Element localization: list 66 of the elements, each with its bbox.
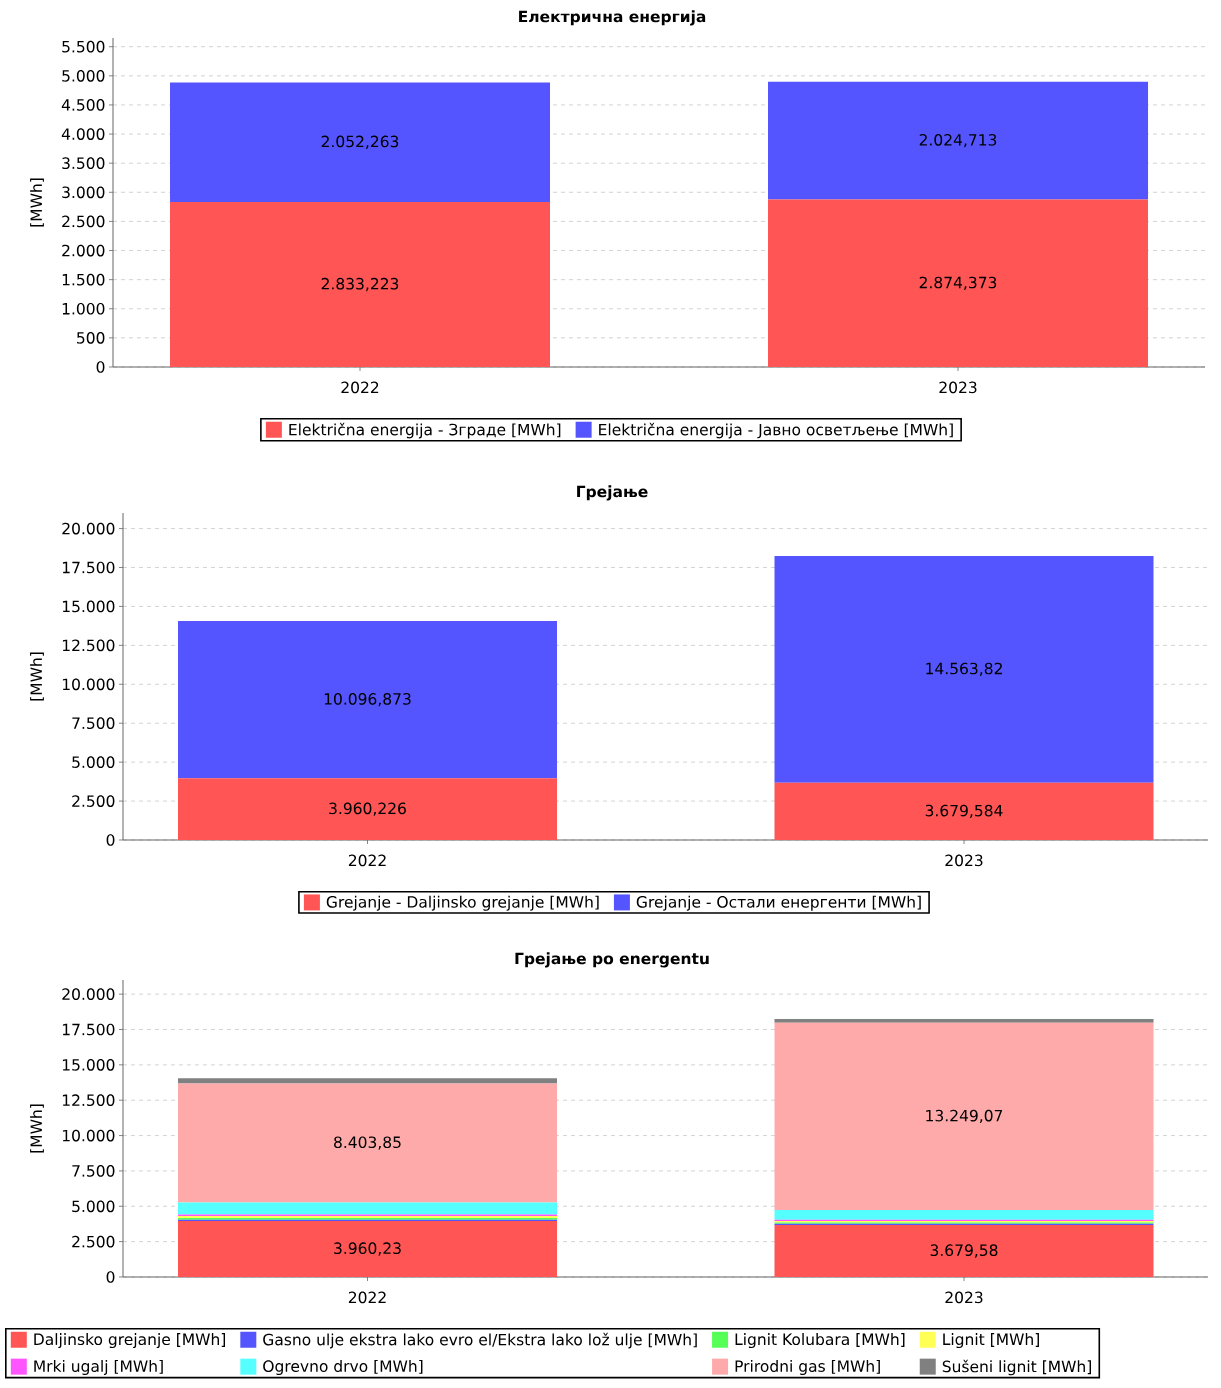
x-tick-label: 2022 [348, 854, 386, 867]
data-label: 13.249,07 [926, 1109, 1003, 1124]
legend-label: Grejanje - Остали енергенти [MWh] [636, 895, 921, 911]
y-tick-label: 15.000 [62, 600, 115, 613]
legend-label: Električna energija - Јавно осветљење [MWh] [599, 422, 953, 439]
data-label: 2.833,223 [321, 277, 399, 292]
y-tick-label: 2.500 [72, 1235, 115, 1248]
y-tick-label: 2.500 [72, 795, 115, 807]
x-tick-label: 2022 [341, 381, 379, 394]
y-tick-label: 10.000 [62, 1129, 115, 1142]
legend-label: Gasno ulje ekstra lako evro el/Ekstra lako lož ulje [MWh] [263, 1332, 697, 1349]
y-axis-title: [MWh] [30, 1104, 44, 1153]
y-tick-label: 1.000 [62, 302, 105, 315]
y-tick-label: 17.500 [62, 561, 115, 574]
legend-label: Sušeni lignit [MWh] [942, 1359, 1091, 1376]
data-label: 3.960,23 [334, 1242, 401, 1256]
legend-label: Lignit Kolubara [MWh] [735, 1333, 905, 1349]
y-tick-label: 12.500 [62, 1094, 115, 1107]
data-label: 14.563,82 [926, 662, 1002, 676]
y-tick-label: 2.000 [62, 244, 105, 257]
y-tick-label: 3.000 [62, 186, 105, 199]
data-label: 8.403,85 [334, 1136, 401, 1150]
legend-label: Električna energija - Зграде [MWh] [289, 422, 561, 439]
data-label: 3.679,58 [930, 1244, 998, 1258]
data-label: 10.096,873 [324, 693, 411, 707]
x-tick-label: 2023 [939, 381, 977, 394]
y-tick-label: 5.000 [72, 1200, 115, 1213]
y-tick-label: 1.500 [62, 273, 105, 286]
y-tick-label: 7.500 [72, 1165, 115, 1177]
x-tick-label: 2023 [945, 1291, 983, 1304]
legend-label: Lignit [MWh] [943, 1333, 1039, 1349]
y-tick-label: 5.000 [72, 756, 115, 768]
y-tick-label: 0 [106, 1271, 115, 1283]
y-tick-label: 0 [96, 361, 105, 373]
x-tick-label: 2022 [348, 1291, 386, 1304]
x-tick-label: 2023 [945, 854, 983, 867]
data-label: 2.052,263 [321, 135, 399, 149]
y-tick-label: 10.000 [62, 678, 115, 691]
y-tick-label: 500 [77, 332, 105, 344]
chart-title: Електрична енергија [519, 10, 706, 26]
y-tick-label: 7.500 [72, 717, 115, 730]
legend-label: Daljinsko grejanje [MWh] [34, 1333, 226, 1349]
y-tick-label: 5.000 [62, 69, 105, 82]
y-tick-label: 20.000 [62, 988, 115, 1000]
chart-title: Грејање [577, 485, 648, 501]
y-tick-label: 0 [106, 834, 115, 846]
y-tick-label: 5.500 [62, 40, 105, 53]
y-tick-label: 17.500 [62, 1023, 115, 1036]
y-tick-label: 4.500 [61, 99, 105, 111]
data-label: 3.960,226 [329, 802, 406, 816]
legend-label: Prirodni gas [MWh] [735, 1360, 880, 1376]
chart-title: Грејање po energentu [515, 952, 709, 968]
y-tick-label: 20.000 [62, 522, 115, 535]
y-axis-title: [MWh] [30, 652, 44, 701]
y-tick-label: 3.500 [62, 157, 105, 170]
data-label: 3.679,584 [925, 804, 1003, 818]
legend-label: Ogrevno drvo [MWh] [263, 1360, 423, 1376]
y-tick-label: 12.500 [62, 639, 115, 652]
data-label: 2.024,713 [919, 134, 997, 148]
y-tick-label: 4.000 [61, 128, 105, 140]
data-label: 2.874,373 [919, 276, 997, 290]
legend-label: Mrki ugalj [MWh] [34, 1360, 163, 1376]
y-axis-title: [MWh] [30, 178, 44, 227]
y-tick-label: 2.500 [62, 215, 105, 228]
legend-label: Grejanje - Daljinsko grejanje [MWh] [326, 895, 599, 911]
y-tick-label: 15.000 [62, 1059, 115, 1071]
